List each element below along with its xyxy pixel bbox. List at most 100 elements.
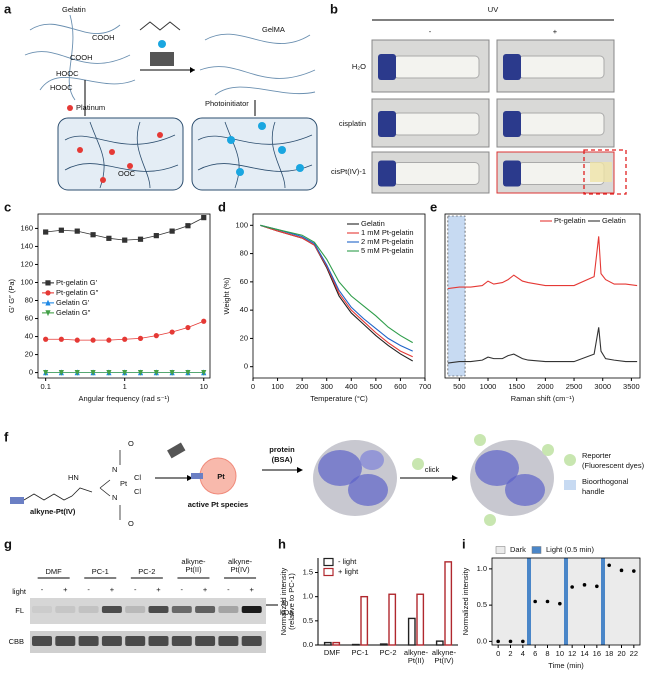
label: Photoinitiator	[205, 99, 249, 108]
label: active Pt species	[188, 500, 248, 509]
data-point	[137, 335, 144, 341]
data-point	[74, 369, 80, 376]
panel-label: c	[4, 199, 11, 214]
row: cisplatin	[339, 119, 366, 128]
reporter-dot	[412, 458, 424, 470]
sign: +	[110, 585, 115, 594]
band	[148, 606, 169, 613]
data-point	[201, 369, 207, 376]
x-tick-label: 1000	[480, 382, 497, 391]
x-tick-label: 12	[568, 649, 576, 658]
column: -	[429, 27, 432, 36]
plot-frame	[37, 213, 211, 379]
legend-swatch	[564, 480, 576, 490]
panel-b: b UV - + H₂O cisplatin cisPt(IV)-1	[330, 1, 627, 195]
cap	[503, 111, 521, 137]
legend-marker	[45, 290, 51, 296]
y-tick-label: 100	[20, 277, 33, 286]
group-label: alkyne-Pt(II)	[181, 557, 206, 574]
bar	[323, 641, 332, 646]
legend-label: Gelatin	[361, 219, 385, 228]
band	[218, 636, 239, 646]
row-label: FL	[15, 606, 24, 615]
legend-swatch	[531, 546, 542, 554]
vial	[393, 112, 480, 136]
data-point	[153, 333, 159, 339]
data-point	[90, 232, 96, 238]
data-point	[570, 585, 574, 589]
panel-label: b	[330, 1, 338, 16]
data-point	[74, 228, 80, 234]
x-axis-label: Temperature (°C)	[310, 394, 368, 403]
data-point	[122, 237, 128, 243]
vial	[393, 162, 480, 185]
band	[55, 606, 76, 613]
x-tick-label: 2000	[537, 382, 554, 391]
data-point	[58, 227, 64, 233]
handle-icon	[10, 497, 24, 504]
band	[125, 636, 146, 646]
data-point	[58, 336, 64, 342]
legend-swatch	[323, 567, 334, 577]
gel-tint	[590, 162, 612, 182]
y-tick-label: 120	[20, 259, 33, 268]
group: COOH	[92, 33, 115, 42]
x-tick-label: 2500	[566, 382, 583, 391]
bar	[332, 641, 341, 646]
legend-label: Pt-gelatin	[554, 216, 586, 225]
x-axis-label: Time (min)	[548, 661, 584, 670]
legend-label: 1 mM Pt-gelatin	[361, 228, 414, 237]
y-tick-label: 20	[240, 333, 248, 342]
data-point	[496, 639, 500, 644]
label: protein	[269, 445, 295, 454]
x-tick-label: 1	[123, 382, 127, 391]
band	[55, 636, 76, 646]
arrow-head	[452, 475, 458, 481]
group: COOH	[70, 53, 93, 62]
row-label: CBB	[9, 637, 24, 646]
lamp-light	[158, 40, 166, 48]
chain	[64, 121, 179, 189]
atom: Pt	[120, 479, 128, 488]
protein	[313, 440, 397, 516]
atom: Cl	[134, 487, 141, 496]
band	[195, 606, 216, 613]
band	[218, 606, 239, 613]
atom: O	[128, 519, 134, 528]
label: Platinum	[76, 103, 105, 112]
x-tick-label: PC-2	[379, 648, 396, 657]
y-tick-label: 80	[240, 249, 248, 258]
bar	[407, 617, 416, 646]
data-point	[545, 599, 550, 604]
x-tick-label: 1500	[508, 382, 525, 391]
crosslinks	[227, 122, 304, 176]
band	[32, 636, 52, 646]
data-point	[153, 369, 159, 376]
legend-label: Gelatin G″	[56, 308, 91, 317]
data-point	[106, 369, 112, 376]
sign: +	[250, 585, 255, 594]
legend-label: 5 mM Pt-gelatin	[361, 246, 414, 255]
series-line	[260, 224, 413, 344]
data-point	[185, 223, 191, 229]
data-point	[558, 601, 562, 606]
x-tick-label: 6	[533, 649, 537, 658]
bar	[388, 593, 397, 646]
legend-label: 2 mM Pt-gelatin	[361, 237, 414, 246]
sign: -	[41, 585, 44, 594]
panel-f: f HN O N Pt Cl Cl N O alkyne-Pt(IV) Pt a…	[4, 429, 645, 528]
pt-dots	[77, 132, 163, 183]
legend-label: Pt-gelatin G″	[56, 288, 99, 297]
data-point	[106, 337, 112, 343]
label: (Fluorescent dyes)	[582, 461, 645, 470]
y-tick-label: 0.5	[477, 600, 487, 609]
light-band	[527, 558, 531, 645]
data-point	[43, 336, 49, 342]
group: HOOC	[50, 83, 73, 92]
series-line	[260, 224, 413, 352]
series-line	[447, 327, 638, 364]
gel-fl	[30, 598, 266, 624]
data-point	[137, 236, 144, 242]
x-axis-label: Raman shift (cm⁻¹)	[511, 394, 575, 403]
data-point	[90, 369, 96, 376]
